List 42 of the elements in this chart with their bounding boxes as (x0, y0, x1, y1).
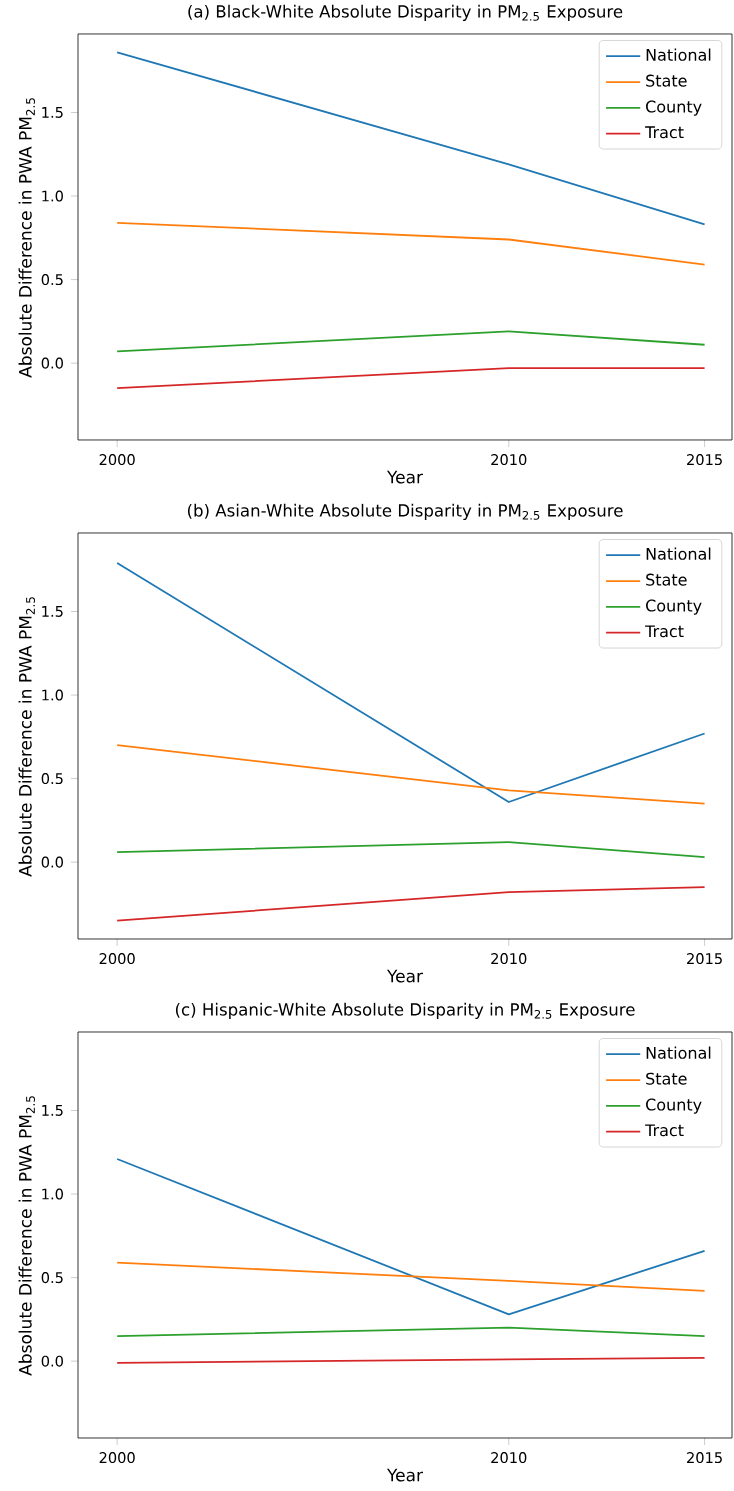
y-tick-label: 0.5 (41, 773, 63, 785)
legend-label: County (646, 599, 702, 615)
legend-label: National (646, 547, 711, 560)
legend-label: Tract (645, 1124, 684, 1137)
y-tick-label: 0.5 (41, 274, 63, 286)
legend-label: County (646, 100, 702, 116)
legend-label: Tract (645, 625, 684, 638)
legend-label: State (646, 74, 687, 87)
x-tick-label: 2010 (491, 953, 527, 965)
y-tick-label: 1.0 (42, 1188, 63, 1200)
x-axis-title: Year (386, 969, 424, 983)
x-tick-label: 2015 (687, 953, 722, 965)
legend-label: National (646, 1046, 711, 1059)
y-tick-label: 1.5 (42, 107, 63, 118)
legend-label: State (646, 1072, 687, 1085)
legend-label: State (646, 573, 687, 586)
x-axis-title: Year (386, 1468, 424, 1482)
y-tick-label: 1.0 (42, 689, 63, 701)
legend-label: Tract (645, 126, 684, 139)
y-tick-label: 1.5 (42, 606, 63, 617)
chart-title: (b) Asian-White Absolute Disparity in PM$_{2.5}$ Exposure (187, 503, 623, 520)
x-tick-label: 2000 (99, 1452, 135, 1464)
x-tick-label: 2015 (687, 454, 722, 466)
y-axis-title: Absolute Difference in PWA PM$_{2.5}$ (18, 98, 35, 378)
x-tick-label: 2000 (99, 454, 135, 466)
chart-title: (c) Hispanic-White Absolute Disparity in PM$_{2.5}$ Exposure (175, 1002, 635, 1019)
x-axis-title: Year (386, 470, 424, 484)
y-tick-label: 0.0 (41, 1355, 63, 1367)
legend-label: County (646, 1098, 702, 1114)
legend-label: National (646, 48, 711, 61)
y-tick-label: 0.5 (41, 1272, 63, 1284)
x-tick-label: 2015 (687, 1452, 722, 1464)
y-tick-label: 0.0 (41, 357, 63, 369)
chart-title: (a) Black-White Absolute Disparity in PM$_{2.5}$ Exposure (188, 4, 623, 21)
x-tick-label: 2010 (491, 1452, 527, 1464)
y-axis-title: Absolute Difference in PWA PM$_{2.5}$ (18, 1096, 35, 1376)
y-tick-label: 0.0 (41, 856, 63, 868)
y-axis-title: Absolute Difference in PWA PM$_{2.5}$ (18, 597, 35, 877)
x-tick-label: 2000 (99, 953, 135, 965)
y-tick-label: 1.0 (42, 190, 63, 202)
y-tick-label: 1.5 (42, 1105, 63, 1116)
x-tick-label: 2010 (491, 454, 527, 466)
